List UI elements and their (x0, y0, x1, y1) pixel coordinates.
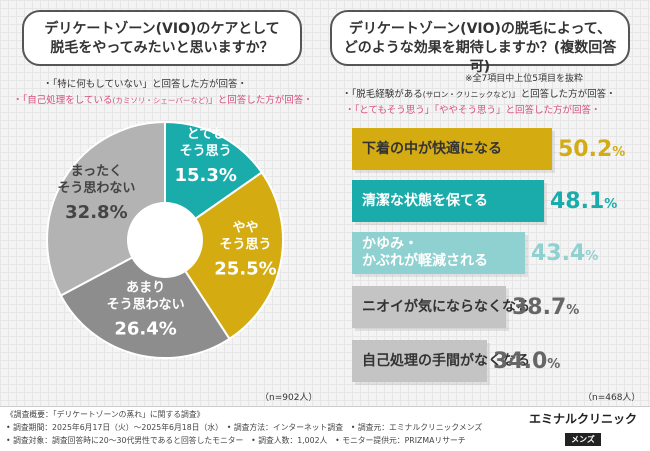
bar-label-4: ニオイが気にならなくなる (362, 299, 530, 315)
bar-value-4: 38.7% (512, 295, 580, 320)
bar-note-2: ・「とてもそう思う」「ややそう思う」と回答した方が回答・ (345, 105, 601, 116)
pie-slice-2 (163, 171, 284, 341)
bar-label-3: かゆみ・ かぶれが軽減される (362, 236, 488, 269)
bar-note-1: ・「脱毛経験がある(サロン・クリニックなど)」と回答した方が回答・ (342, 86, 616, 100)
bar-label-2: 清潔な状態を保てる (362, 193, 488, 209)
pie-question-line-2: 脱毛をやってみたいと思いますか？ (50, 40, 274, 56)
pie-question-title: デリケートゾーン(VIO)のケアとして 脱毛をやってみたいと思いますか？ (22, 10, 302, 66)
bar-label-1: 下着の中が快適になる (362, 141, 502, 157)
bar-question-title: デリケートゾーン(VIO)の脱毛によって、 どのような効果を期待しますか？(複数… (330, 10, 630, 75)
pie-label-2: ややそう思う 25.5% (214, 221, 276, 280)
bar-1 (352, 128, 552, 170)
bar-note-1-b: (サロン・クリニックなど) (422, 90, 512, 99)
logo-sub-text: メンズ (565, 433, 601, 446)
bar-note-0: ※全7項目中上位5項目を抜粋 (465, 74, 583, 84)
pie-label-3: あまりそう思わない 26.4% (107, 281, 185, 340)
pie-label-4: まったくそう思わない 32.8% (57, 164, 135, 223)
bar-value-3: 43.4% (531, 241, 599, 266)
footer-line-1: 《調査概要：「デリケートゾーンの蒸れ」に関する調査》 (6, 410, 205, 419)
pie-center-hole (127, 202, 203, 278)
pie-note-2-b: (カミソリ・シェーバーなど) (112, 96, 209, 105)
bar-4 (352, 286, 506, 328)
bar-sample-size: （n=468人） (583, 393, 641, 403)
bar-row-2: 清潔な状態を保てる 48.1% (352, 180, 628, 222)
bar-row-1: 下着の中が快適になる 50.2% (352, 128, 628, 170)
bar-question-line-1: デリケートゾーン(VIO)の脱毛によって、 (348, 21, 612, 37)
survey-footer: 《調査概要：「デリケートゾーンの蒸れ」に関する調査》 • 調査期間：2025年6… (0, 406, 650, 451)
bar-value-2: 48.1% (550, 189, 618, 214)
logo-main-text: エミナルクリニック (528, 412, 637, 426)
bar-value-1: 50.2% (558, 137, 626, 162)
bar-row-4: ニオイが気にならなくなる 38.7% (352, 286, 628, 328)
bar-note-1-a: ・「脱毛経験がある (342, 89, 423, 100)
pie-slice-3 (59, 238, 231, 359)
clinic-logo: エミナルクリニック メンズ (520, 411, 646, 447)
pie-note-1: ・「特に何もしていない」と回答した方が回答・ (43, 79, 247, 90)
pie-note-2: ・「自己処理をしている(カミソリ・シェーバーなど)」と回答した方が回答・ (13, 92, 313, 106)
pie-chart: とてもそう思う 15.3% ややそう思う 25.5% あまりそう思わない 26.4% まった… (46, 120, 284, 359)
pie-question-line-1: デリケートゾーン(VIO)のケアとして (44, 21, 280, 37)
bar-row-3: かゆみ・ かぶれが軽減される 43.4% (352, 232, 628, 274)
pie-slice-1 (164, 120, 264, 242)
bar-5 (352, 340, 487, 382)
bar-note-1-c: 」と回答した方が回答・ (511, 89, 616, 100)
pie-label-1: とてもそう思う 15.3% (174, 127, 236, 186)
bar-2 (352, 180, 544, 222)
bar-row-5: 自己処理の手間がなくなる 34.0% (352, 340, 628, 382)
footer-line-2: • 調査期間：2025年6月17日（火）～2025年6月18日（水） • 調査方… (6, 423, 483, 432)
pie-note-2-a: ・「自己処理をしている (13, 95, 113, 106)
footer-line-3: • 調査対象：調査回答時に20～30代男性であると回答したモニター • 調査人数… (6, 436, 466, 445)
pie-sample-size: （n=902人） (260, 393, 318, 403)
pie-note-2-c: 」と回答した方が回答・ (208, 95, 313, 106)
bar-3 (352, 232, 525, 274)
bar-label-5: 自己処理の手間がなくなる (362, 353, 530, 369)
bar-value-5: 34.0% (493, 349, 561, 374)
bar-question-line-2: どのような効果を期待しますか？(複数回答可) (343, 40, 617, 75)
